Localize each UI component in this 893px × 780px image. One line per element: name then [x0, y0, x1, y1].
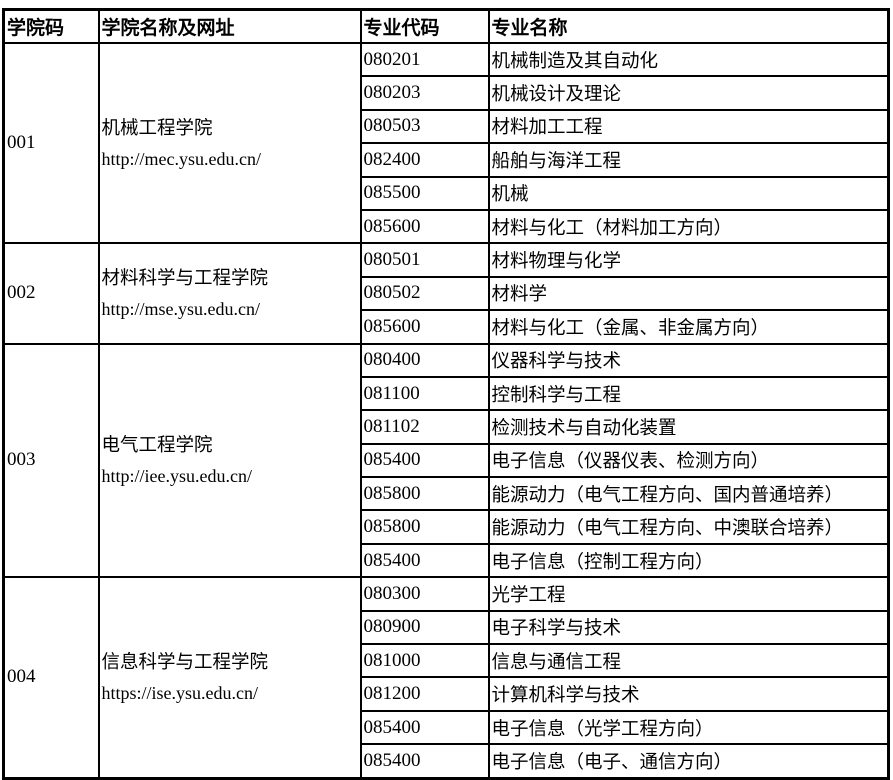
table-row: 085800 能源动力（电气工程方向、国内普通培养） [4, 476, 890, 512]
table-row: 085400 电子信息（仪器仪表、检测方向） [4, 442, 890, 479]
major-name-cell: 仪器科学与技术 [487, 342, 890, 378]
major-code-cell: 081000 [359, 643, 490, 679]
major-name-cell: 能源动力（电气工程方向、国内普通培养） [487, 476, 890, 512]
table-row: 080203 机械设计及理论 [4, 75, 890, 111]
table-row: 085400 电子信息（控制工程方向） [4, 542, 890, 579]
major-name-cell: 电子信息（光学工程方向） [487, 709, 890, 746]
college-code-cell: 004 [2, 576, 100, 780]
major-code-cell: 085400 [359, 442, 490, 479]
college-url[interactable]: http://iee.ysu.edu.cn/ [101, 466, 252, 487]
college-name-cell: 材料科学与工程学院 http://mse.ysu.edu.cn/ [97, 242, 362, 345]
major-code-cell: 080501 [359, 242, 490, 278]
major-name-cell: 材料加工工程 [487, 108, 890, 145]
major-code-cell: 085500 [359, 175, 490, 211]
header-college-name: 学院名称及网址 [97, 8, 362, 44]
college-name-cell: 信息科学与工程学院 https://ise.ysu.edu.cn/ [97, 576, 362, 780]
table-row: 080502 材料学 [4, 275, 890, 312]
table-row: 085400 电子信息（光学工程方向） [4, 709, 890, 746]
college-name: 机械工程学院 [101, 118, 213, 140]
table-row: 081000 信息与通信工程 [4, 643, 890, 679]
table-row: 081100 控制科学与工程 [4, 375, 890, 412]
major-code-cell: 085800 [359, 509, 490, 545]
major-name-cell: 材料学 [487, 275, 890, 312]
college-name: 材料科学与工程学院 [101, 268, 269, 290]
header-college-code: 学院码 [2, 8, 100, 44]
table-row: 085500 机械 [4, 175, 890, 211]
college-code-cell: 002 [2, 242, 100, 345]
major-name-cell: 材料与化工（金属、非金属方向） [487, 309, 890, 345]
table-row: 003 电气工程学院 http://iee.ysu.edu.cn/080400 仪器科… [2, 342, 890, 579]
college-name: 电气工程学院 [101, 435, 213, 457]
header-major-code: 专业代码 [359, 8, 490, 44]
major-name-cell: 电子信息（仪器仪表、检测方向） [487, 442, 890, 479]
table-row: 080900 电子科学与技术 [4, 609, 890, 646]
major-name-cell: 材料与化工（材料加工方向） [487, 208, 890, 245]
major-code-cell: 080201 [359, 41, 490, 78]
major-name-cell: 能源动力（电气工程方向、中澳联合培养） [487, 509, 890, 545]
table-row: 085400 电子信息（电子、通信方向） [4, 743, 890, 780]
major-code-cell: 080203 [359, 75, 490, 111]
major-name-cell: 机械设计及理论 [487, 75, 890, 111]
major-code-cell: 081102 [359, 409, 490, 445]
major-code-cell: 080502 [359, 275, 490, 312]
majors-table: 学院码 学院名称及网址 专业代码 专业名称 001 机械工程学院 http://me… [2, 8, 890, 780]
table-body: 001 机械工程学院 http://mec.ysu.edu.cn/080201 机械制… [2, 41, 890, 780]
major-name-cell: 机械制造及其自动化 [487, 41, 890, 78]
college-name: 信息科学与工程学院 [101, 652, 269, 674]
major-name-cell: 电子信息（电子、通信方向） [487, 743, 890, 780]
college-url[interactable]: http://mse.ysu.edu.cn/ [101, 299, 260, 320]
college-code-cell: 001 [2, 41, 100, 245]
major-name-cell: 检测技术与自动化装置 [487, 409, 890, 445]
table-row: 081200 计算机科学与技术 [4, 676, 890, 712]
table-row: 004 信息科学与工程学院 https://ise.ysu.edu.cn/08030… [2, 576, 890, 780]
major-code-cell: 085600 [359, 208, 490, 245]
major-code-cell: 085400 [359, 709, 490, 746]
major-name-cell: 计算机科学与技术 [487, 676, 890, 712]
major-name-cell: 船舶与海洋工程 [487, 142, 890, 178]
major-code-cell: 085400 [359, 743, 490, 780]
table-row: 085800 能源动力（电气工程方向、中澳联合培养） [4, 509, 890, 545]
college-code-cell: 003 [2, 342, 100, 579]
college-url[interactable]: https://ise.ysu.edu.cn/ [101, 683, 259, 704]
major-code-cell: 080503 [359, 108, 490, 145]
major-code-cell: 082400 [359, 142, 490, 178]
major-name-cell: 电子科学与技术 [487, 609, 890, 646]
college-name-cell: 电气工程学院 http://iee.ysu.edu.cn/ [97, 342, 362, 579]
major-code-cell: 080300 [359, 576, 490, 612]
table-row: 085600 材料与化工（材料加工方向） [4, 208, 890, 245]
major-name-cell: 电子信息（控制工程方向） [487, 542, 890, 579]
header-major-name: 专业名称 [487, 8, 890, 44]
major-name-cell: 材料物理与化学 [487, 242, 890, 278]
college-name-cell: 机械工程学院 http://mec.ysu.edu.cn/ [97, 41, 362, 245]
major-code-cell: 080400 [359, 342, 490, 378]
major-code-cell: 085600 [359, 309, 490, 345]
major-code-cell: 080900 [359, 609, 490, 646]
major-name-cell: 光学工程 [487, 576, 890, 612]
major-name-cell: 信息与通信工程 [487, 643, 890, 679]
table-row: 085600 材料与化工（金属、非金属方向） [4, 309, 890, 345]
table-row: 001 机械工程学院 http://mec.ysu.edu.cn/080201 机械制… [2, 41, 890, 245]
major-code-cell: 085800 [359, 476, 490, 512]
table-row: 080503 材料加工工程 [4, 108, 890, 145]
college-url[interactable]: http://mec.ysu.edu.cn/ [101, 149, 261, 170]
table-row: 082400 船舶与海洋工程 [4, 142, 890, 178]
major-code-cell: 085400 [359, 542, 490, 579]
major-code-cell: 081100 [359, 375, 490, 412]
table-row: 002 材料科学与工程学院 http://mse.ysu.edu.cn/080501… [2, 242, 890, 345]
table-row: 081102 检测技术与自动化装置 [4, 409, 890, 445]
major-code-cell: 081200 [359, 676, 490, 712]
header-row: 学院码 学院名称及网址 专业代码 专业名称 [2, 8, 890, 44]
major-name-cell: 机械 [487, 175, 890, 211]
major-name-cell: 控制科学与工程 [487, 375, 890, 412]
